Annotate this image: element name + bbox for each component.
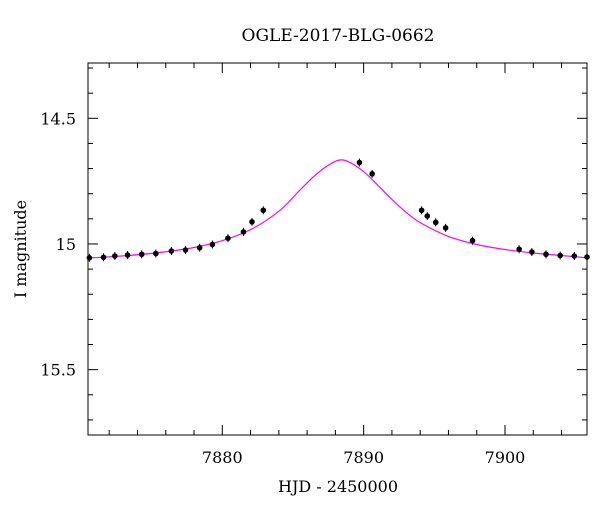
data-point xyxy=(100,254,107,261)
data-point xyxy=(196,244,203,251)
data-point xyxy=(369,171,375,177)
data-point xyxy=(557,252,563,259)
data-point xyxy=(240,229,247,235)
data-point xyxy=(442,225,449,231)
data-point xyxy=(424,213,431,219)
data-point xyxy=(469,237,476,244)
x-tick-label: 7890 xyxy=(343,448,384,467)
data-point xyxy=(86,254,93,261)
data-point xyxy=(529,249,535,255)
plot-area xyxy=(86,158,590,262)
tick-labels: 7880 7890 7900 14.5 15 15.5 xyxy=(40,109,525,467)
x-axis-label: HJD - 2450000 xyxy=(278,477,398,496)
data-point xyxy=(138,251,145,258)
model-curve xyxy=(87,159,588,259)
data-point xyxy=(182,247,189,253)
axis-ticks xyxy=(88,63,587,435)
data-point xyxy=(153,250,159,257)
data-point xyxy=(543,251,549,258)
y-tick-label: 15 xyxy=(56,235,76,254)
data-point xyxy=(112,253,118,259)
data-point xyxy=(516,246,522,253)
data-point xyxy=(356,159,363,166)
data-point xyxy=(249,219,255,225)
data-point xyxy=(584,254,590,260)
data-point xyxy=(418,207,425,214)
x-tick-label: 7880 xyxy=(202,448,243,467)
y-axis-label: I magnitude xyxy=(11,200,30,298)
data-points xyxy=(86,158,590,262)
y-tick-label: 15.5 xyxy=(40,361,76,380)
plot-frame xyxy=(87,62,588,436)
data-point xyxy=(225,235,231,241)
y-tick-label: 14.5 xyxy=(40,109,76,128)
data-point xyxy=(571,253,578,259)
data-point xyxy=(209,241,216,248)
chart-title: OGLE-2017-BLG-0662 xyxy=(242,26,435,46)
data-point xyxy=(260,207,267,214)
data-point xyxy=(432,219,439,226)
data-point xyxy=(168,248,175,254)
x-tick-label: 7900 xyxy=(485,448,526,467)
data-point xyxy=(124,252,131,258)
